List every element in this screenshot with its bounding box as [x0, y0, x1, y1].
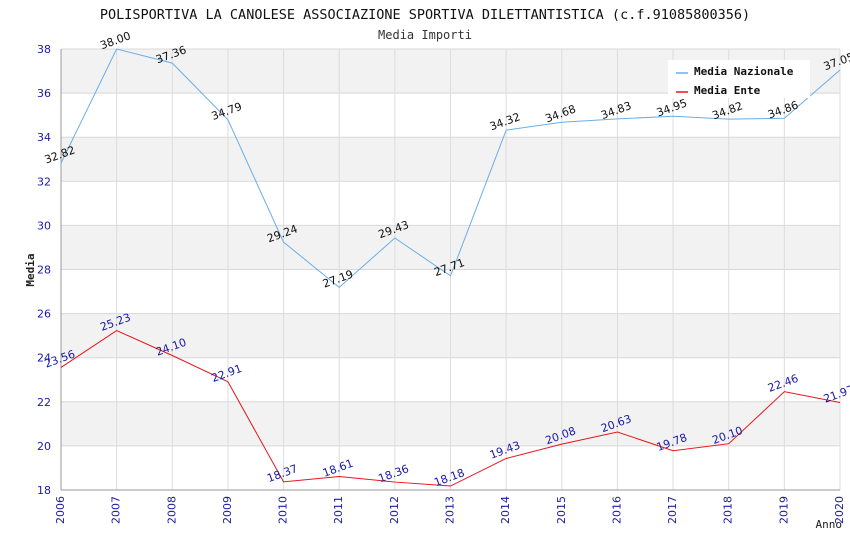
- series-line-1: [60, 330, 841, 487]
- x-tick-label: 2009: [221, 496, 234, 524]
- series-line-0: [60, 48, 841, 289]
- x-tick-label: 2017: [666, 496, 679, 524]
- axes: [60, 49, 840, 491]
- y-tick-label: 20: [37, 440, 51, 453]
- x-tick-label: 2020: [833, 496, 846, 524]
- y-tick-label: 24: [37, 352, 51, 365]
- x-tick-label: 2011: [332, 496, 345, 524]
- y-tick-label: 22: [37, 396, 51, 409]
- y-tick-label: 28: [37, 264, 51, 277]
- y-tick-label: 18: [37, 484, 51, 497]
- legend-entry-media-nazionale: Media Nazionale: [694, 65, 794, 78]
- y-tick-label: 38: [37, 43, 51, 56]
- chart-subtitle: Media Importi: [378, 28, 472, 42]
- legend: Media Nazionale Media Ente: [668, 60, 810, 98]
- y-axis-label: Media: [24, 253, 37, 286]
- y-axis-ticks: 18 20 22 24 26 28 30 32 34 36 38: [37, 43, 51, 497]
- x-tick-label: 2016: [610, 496, 623, 524]
- x-tick-label: 2019: [777, 496, 790, 524]
- x-tick-label: 2008: [165, 496, 178, 524]
- legend-box: [668, 60, 810, 98]
- x-tick-label: 2015: [555, 496, 568, 524]
- x-axis-label: Anno: [816, 518, 843, 531]
- y-tick-label: 26: [37, 308, 51, 321]
- x-tick-label: 2014: [499, 496, 512, 524]
- legend-entry-media-ente: Media Ente: [694, 84, 761, 97]
- y-tick-label: 34: [37, 131, 51, 144]
- y-tick-label: 36: [37, 87, 51, 100]
- x-tick-label: 2012: [388, 496, 401, 524]
- x-tick-label: 2018: [722, 496, 735, 524]
- x-tick-label: 2013: [444, 496, 457, 524]
- y-tick-label: 32: [37, 175, 51, 188]
- chart-title: POLISPORTIVA LA CANOLESE ASSOCIAZIONE SP…: [100, 7, 750, 23]
- y-tick-label: 30: [37, 219, 51, 232]
- series-lines: [60, 48, 841, 487]
- x-tick-label: 2010: [277, 496, 290, 524]
- x-axis-ticks: 2006 2007 2008 2009 2010 2011 2012 2013 2014 2015…: [54, 496, 846, 524]
- x-tick-label: 2007: [110, 496, 123, 524]
- x-tick-label: 2006: [54, 496, 67, 524]
